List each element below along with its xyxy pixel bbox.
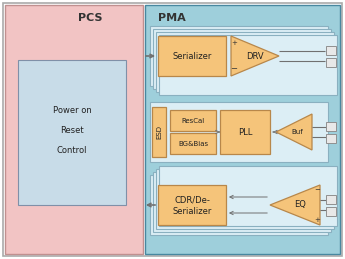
Text: PCS: PCS — [78, 13, 102, 23]
Bar — [159, 166, 337, 226]
Bar — [5, 5, 143, 254]
Bar — [326, 134, 336, 143]
Bar — [18, 60, 126, 205]
Text: CDR/De-: CDR/De- — [174, 196, 210, 205]
Bar — [326, 46, 336, 55]
Text: ESD: ESD — [156, 125, 162, 139]
Bar — [158, 36, 226, 76]
Text: Serializer: Serializer — [172, 206, 212, 215]
Text: PMA: PMA — [158, 13, 186, 23]
Text: +: + — [314, 217, 320, 223]
Text: EQ: EQ — [294, 200, 306, 210]
Text: Reset: Reset — [60, 126, 84, 134]
Bar — [159, 35, 337, 95]
Bar — [150, 102, 328, 162]
Bar — [150, 175, 328, 235]
Bar — [156, 169, 334, 229]
Text: −: − — [230, 64, 237, 74]
Text: BG&Bias: BG&Bias — [178, 140, 208, 147]
Polygon shape — [231, 36, 279, 76]
Bar — [170, 110, 216, 131]
Bar — [153, 172, 331, 232]
Bar — [158, 185, 226, 225]
Bar — [152, 107, 166, 157]
Text: DRV: DRV — [246, 52, 264, 61]
Bar — [5, 5, 143, 254]
Bar — [326, 207, 336, 216]
Polygon shape — [276, 114, 312, 150]
Text: Control: Control — [57, 146, 87, 155]
Text: ResCal: ResCal — [181, 118, 205, 124]
Text: +: + — [231, 40, 237, 46]
Polygon shape — [270, 185, 320, 225]
Bar — [170, 133, 216, 154]
Bar — [145, 5, 340, 254]
Bar — [150, 26, 328, 86]
Bar — [326, 195, 336, 204]
Bar — [326, 122, 336, 131]
Text: Serializer: Serializer — [172, 52, 212, 61]
Bar — [145, 5, 340, 254]
Bar — [153, 29, 331, 89]
Text: PLL: PLL — [238, 127, 252, 136]
Bar — [326, 58, 336, 67]
Text: Buf: Buf — [292, 129, 304, 135]
Bar — [156, 32, 334, 92]
Bar — [220, 110, 270, 154]
Text: −: − — [314, 187, 320, 193]
Text: Power on: Power on — [53, 105, 91, 114]
